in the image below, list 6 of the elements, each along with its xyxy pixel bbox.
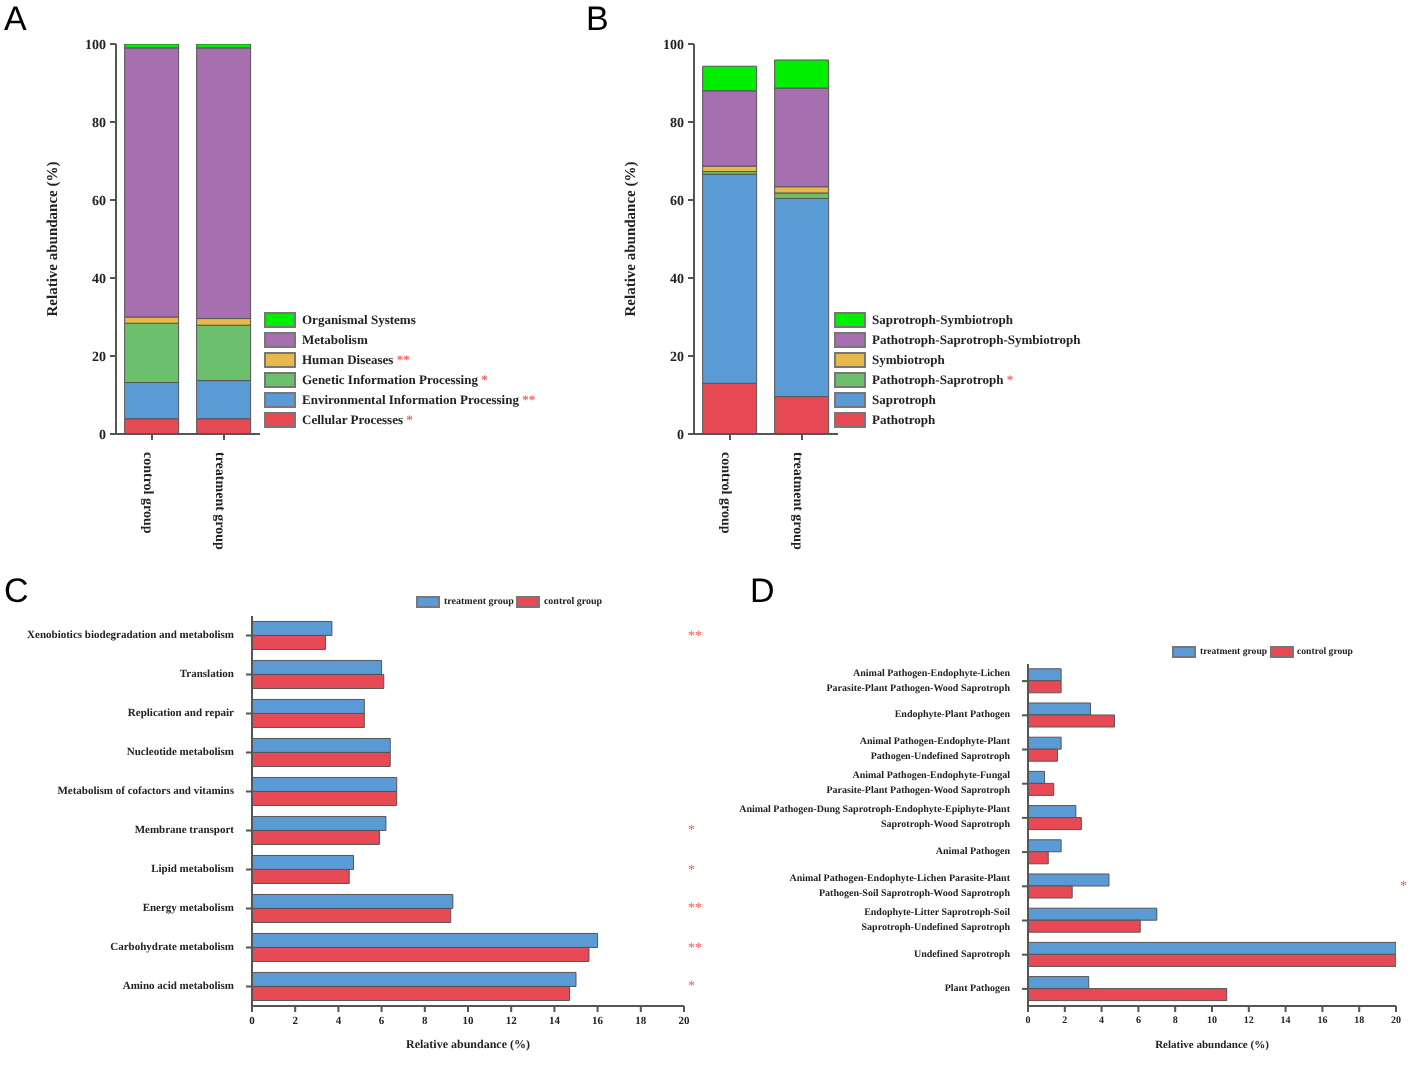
chart-title: D (750, 572, 775, 612)
chart-title: C (4, 572, 29, 612)
bar (196, 47, 252, 320)
chart-title: A (4, 0, 27, 40)
bar (124, 47, 180, 318)
chart-title: B (586, 0, 609, 40)
